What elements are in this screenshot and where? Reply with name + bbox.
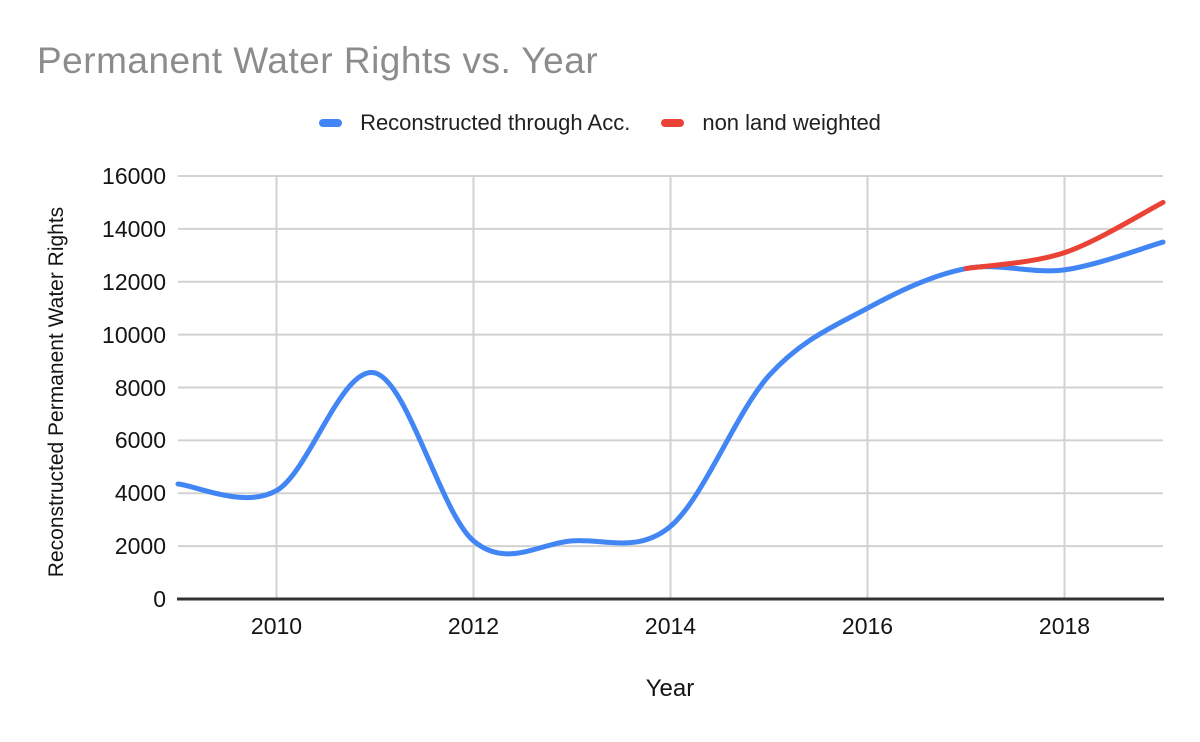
y-tick-label: 2000	[114, 533, 166, 560]
y-tick-label: 8000	[114, 374, 166, 401]
y-tick-label: 16000	[102, 163, 166, 189]
legend-swatch-red-icon	[661, 119, 685, 127]
legend-label: Reconstructed through Acc.	[360, 110, 631, 135]
legend-label: non land weighted	[702, 110, 881, 135]
x-axis-title: Year	[645, 675, 695, 702]
chart-title: Permanent Water Rights vs. Year	[37, 40, 599, 81]
y-tick-label: 14000	[102, 215, 166, 242]
legend-item-non-land-weighted[interactable]: non land weighted	[661, 110, 881, 136]
legend-item-reconstructed[interactable]: Reconstructed through Acc.	[319, 110, 630, 136]
data-series-lines	[175, 199, 1166, 557]
gridlines	[178, 175, 1163, 599]
x-tick-label: 2010	[250, 613, 303, 639]
x-tick-label: 2018	[1038, 613, 1091, 639]
y-tick-label: 4000	[114, 480, 166, 507]
y-tick-label: 6000	[114, 427, 166, 454]
y-tick-label: 0	[153, 586, 166, 612]
y-tick-label: 10000	[102, 321, 166, 348]
x-tick-label: 2016	[841, 613, 894, 639]
legend-swatch-blue-icon	[319, 119, 343, 127]
x-tick-label: 2014	[644, 613, 697, 639]
y-tick-label: 12000	[102, 268, 166, 295]
x-tick-label: 2012	[447, 613, 500, 639]
legend: Reconstructed through Acc. non land weig…	[0, 110, 1200, 136]
series-line	[963, 199, 1166, 272]
